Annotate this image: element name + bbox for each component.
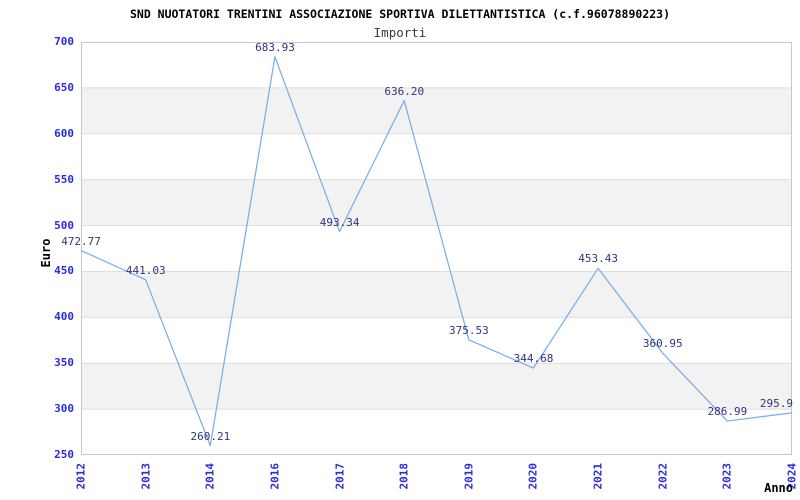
data-point-label: 286.99 [707, 405, 748, 419]
x-tick-label: 2012 [74, 463, 88, 490]
y-tick-label: 550 [54, 172, 74, 186]
data-point-label: 260.21 [190, 429, 231, 443]
x-tick-label: 2023 [720, 463, 734, 490]
grid-band [81, 42, 792, 88]
grid-band [81, 363, 792, 410]
data-point-label: 344.68 [513, 352, 554, 366]
data-point-label: 683.93 [255, 40, 295, 54]
x-axis-label: Anno [764, 481, 793, 495]
x-tick-label: 2018 [397, 463, 411, 490]
x-tick-label: 2013 [139, 463, 153, 490]
y-tick-label: 500 [54, 218, 74, 232]
plot-border [81, 42, 792, 455]
data-point-label: 636.20 [384, 84, 425, 98]
grid-band [81, 317, 792, 364]
grid-band [81, 225, 792, 272]
y-tick-label: 700 [54, 35, 74, 48]
x-tick-label: 2017 [333, 463, 347, 490]
data-point-label: 295.9 [759, 396, 793, 410]
grid-band [81, 87, 792, 134]
x-tick-label: 2016 [268, 463, 282, 490]
y-tick-label: 350 [54, 356, 74, 370]
chart-subtitle: Importi [373, 25, 427, 40]
x-tick-label: 2021 [591, 463, 605, 490]
x-tick-label: 2014 [203, 463, 217, 490]
series-line [81, 56, 792, 447]
chart-title: SND NUOTATORI TRENTINI ASSOCIAZIONE SPOR… [129, 7, 671, 21]
x-tick-label: 2020 [526, 463, 540, 490]
data-point-label: 472.77 [61, 234, 101, 248]
data-point-label: 375.53 [449, 323, 489, 337]
y-tick-label: 600 [54, 126, 74, 140]
x-tick-label: 2019 [462, 463, 476, 490]
data-point-label: 493.34 [319, 215, 360, 229]
x-tick-label: 2022 [656, 463, 670, 490]
grid-band [81, 271, 792, 318]
y-tick-label: 450 [54, 264, 74, 278]
y-tick-label: 650 [54, 80, 74, 94]
y-tick-label: 250 [54, 448, 74, 461]
y-tick-label: 300 [54, 402, 74, 416]
grid-band [81, 409, 792, 455]
plot-area [81, 42, 792, 455]
data-point-label: 441.03 [125, 263, 166, 277]
data-point-label: 453.43 [578, 252, 619, 266]
y-axis-label: Euro [39, 238, 53, 268]
data-point-label: 360.95 [642, 337, 683, 351]
grid-band [81, 133, 792, 180]
y-tick-label: 400 [54, 310, 74, 324]
